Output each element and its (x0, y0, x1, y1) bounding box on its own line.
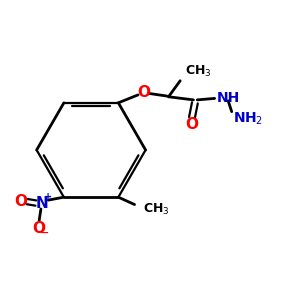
Text: +: + (44, 192, 52, 202)
Text: N: N (35, 196, 48, 211)
Text: O: O (137, 85, 150, 100)
Text: O: O (15, 194, 28, 209)
Text: CH$_3$: CH$_3$ (184, 64, 211, 80)
Text: CH$_3$: CH$_3$ (143, 201, 170, 217)
Text: −: − (40, 227, 50, 238)
Text: O: O (32, 220, 45, 236)
Text: O: O (185, 117, 199, 132)
Text: NH$_2$: NH$_2$ (233, 111, 263, 127)
Text: NH: NH (217, 92, 240, 105)
